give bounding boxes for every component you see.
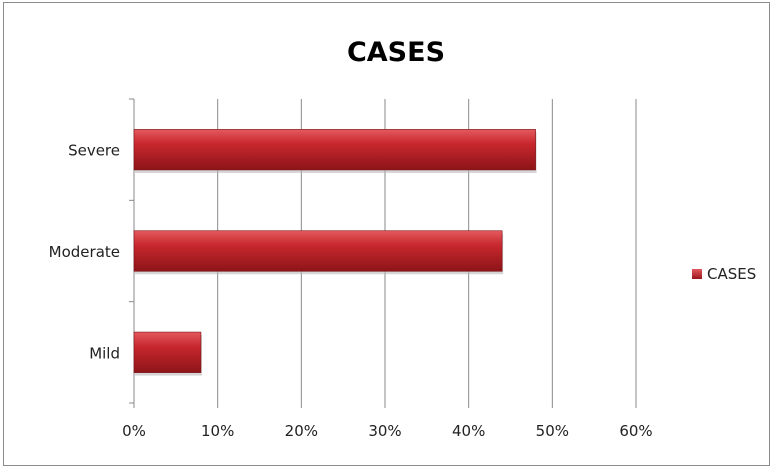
x-tick-label: 0% xyxy=(122,422,146,440)
legend: CASES xyxy=(692,265,756,283)
bars-layer xyxy=(133,129,537,376)
legend-label-cases: CASES xyxy=(707,265,756,283)
category-label: Severe xyxy=(68,142,120,160)
chart-frame: CASES 0% 10% 20% 30% 40% 50% 60% Mild Moderate Se… xyxy=(3,2,770,466)
x-tick-label: 60% xyxy=(619,422,652,440)
x-tick-label: 50% xyxy=(536,422,569,440)
bar-mild xyxy=(133,331,202,373)
chart-title: CASES xyxy=(347,37,445,68)
x-tick-label: 40% xyxy=(452,422,485,440)
legend-swatch-cases xyxy=(692,269,702,279)
x-tick-label: 30% xyxy=(368,422,401,440)
category-label: Mild xyxy=(89,344,120,362)
x-tick-label: 10% xyxy=(201,422,234,440)
bar-severe xyxy=(133,129,536,171)
bar-chart: CASES 0% 10% 20% 30% 40% 50% 60% Mild Moderate Se… xyxy=(49,37,757,440)
labels-layer: 0% 10% 20% 30% 40% 50% 60% Mild Moderate Severe xyxy=(49,142,653,440)
bar-moderate xyxy=(133,230,503,272)
category-label: Moderate xyxy=(49,243,120,261)
x-tick-label: 20% xyxy=(285,422,318,440)
